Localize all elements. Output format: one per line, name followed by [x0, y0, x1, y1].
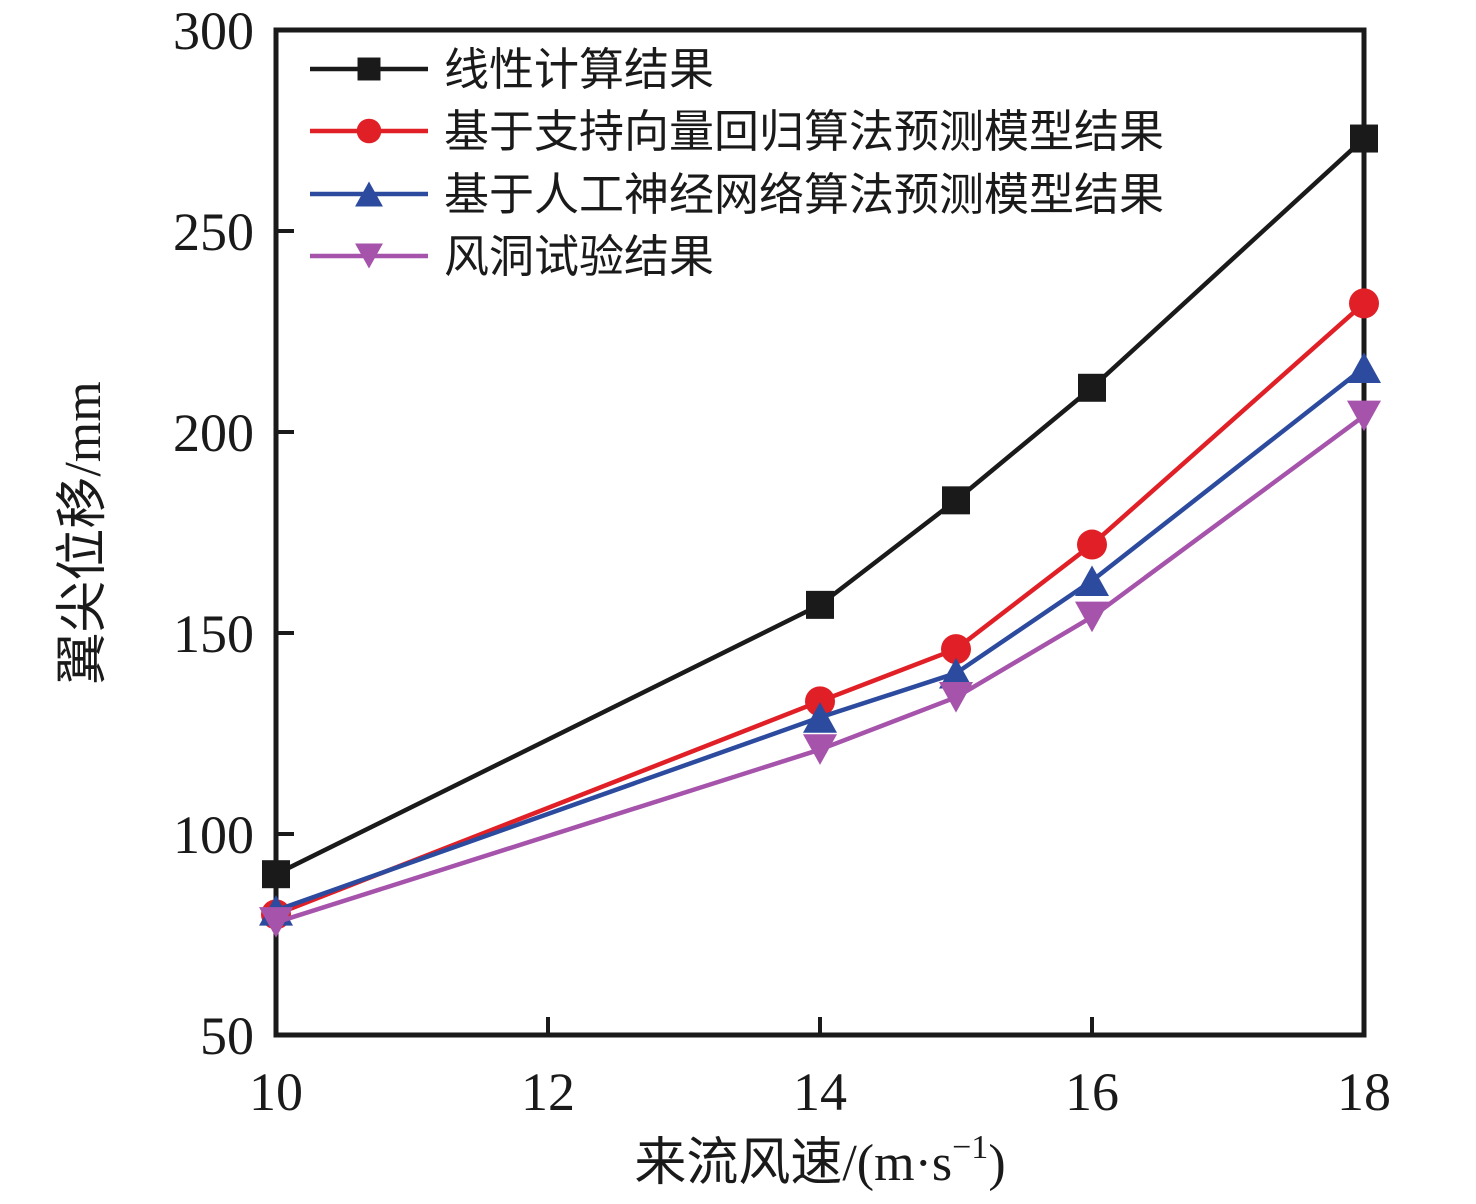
- legend-square-marker-icon: [357, 57, 381, 81]
- circle-marker-icon: [1077, 529, 1107, 560]
- y-axis: 50 100 150 200 250 300: [173, 1, 294, 1066]
- x-tick-label: 14: [793, 1062, 847, 1122]
- series-square: [262, 124, 1378, 889]
- square-marker-icon: [942, 486, 970, 515]
- legend-label: 线性计算结果: [444, 45, 714, 95]
- legend-item-svr: 基于支持向量回归算法预测模型结果: [310, 107, 1164, 157]
- triangle-down-marker-icon: [355, 243, 383, 269]
- legend-triangle-up-marker-icon: [355, 181, 383, 207]
- y-axis-label: 翼尖位移/mm: [55, 381, 112, 684]
- circle-marker-icon: [805, 686, 835, 717]
- x-axis: 10 12 14 16 18: [249, 1017, 1391, 1122]
- legend-label: 基于人工神经网络算法预测模型结果: [444, 170, 1164, 220]
- square-marker-icon: [1078, 373, 1106, 402]
- circle-marker-icon: [941, 634, 971, 665]
- y-tick-label: 250: [173, 202, 254, 262]
- legend: 线性计算结果 基于支持向量回归算法预测模型结果 基于人工神经网络算法预测模型结果…: [310, 45, 1164, 282]
- legend-item-windtunnel: 风洞试验结果: [310, 232, 714, 282]
- legend-circle-marker-icon: [356, 118, 382, 144]
- legend-label: 基于支持向量回归算法预测模型结果: [444, 107, 1164, 157]
- triangle-up-marker-icon: [1347, 352, 1381, 383]
- square-marker-icon: [1350, 124, 1378, 153]
- triangle-down-marker-icon: [259, 907, 293, 938]
- x-tick-label: 16: [1065, 1062, 1119, 1122]
- series-group: [259, 124, 1381, 938]
- square-marker-icon: [262, 860, 290, 889]
- triangle-down-marker-icon: [1347, 400, 1381, 432]
- y-tick-label: 100: [173, 805, 254, 865]
- x-tick-label: 12: [521, 1062, 575, 1122]
- legend-triangle-down-marker-icon: [355, 243, 383, 269]
- square-marker-icon: [806, 590, 834, 619]
- series-triangle-down: [259, 400, 1381, 938]
- y-tick-label: 200: [173, 403, 254, 463]
- triangle-up-marker-icon: [355, 181, 383, 207]
- x-axis-label: 来流风速/(m·s−1): [634, 1129, 1005, 1192]
- triangle-up-marker-icon: [1075, 565, 1109, 597]
- triangle-up-marker-icon: [939, 657, 973, 689]
- x-tick-label: 10: [249, 1062, 303, 1122]
- legend-item-linear: 线性计算结果: [310, 45, 714, 95]
- legend-label: 风洞试验结果: [444, 232, 714, 282]
- triangle-down-marker-icon: [1075, 601, 1109, 633]
- series-line: [275, 414, 1366, 925]
- legend-item-ann: 基于人工神经网络算法预测模型结果: [310, 170, 1164, 220]
- y-tick-label: 50: [200, 1006, 254, 1066]
- x-tick-label: 18: [1337, 1062, 1391, 1122]
- y-tick-label: 300: [173, 1, 254, 61]
- circle-marker-icon: [1349, 288, 1379, 319]
- circle-marker-icon: [356, 118, 382, 144]
- square-marker-icon: [357, 57, 381, 81]
- triangle-up-marker-icon: [803, 702, 837, 733]
- triangle-down-marker-icon: [803, 734, 837, 765]
- triangle-down-marker-icon: [939, 682, 973, 713]
- y-tick-label: 150: [173, 604, 254, 664]
